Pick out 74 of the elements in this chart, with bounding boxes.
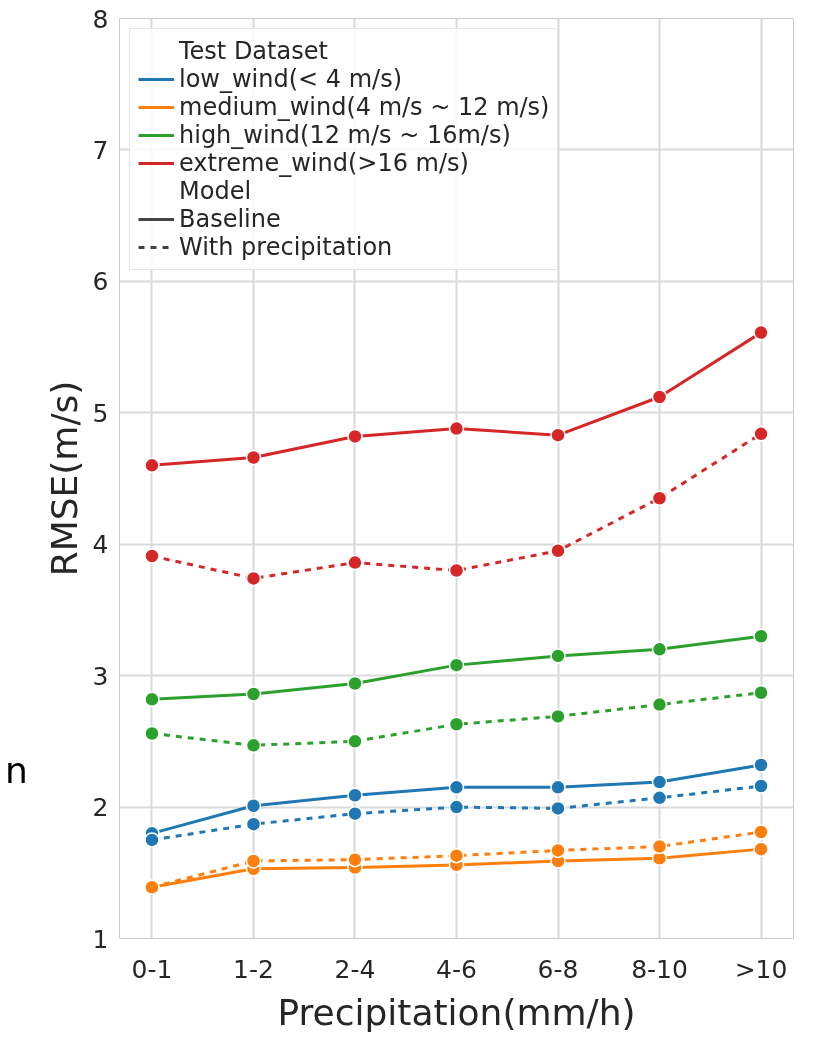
point bbox=[753, 628, 769, 644]
point bbox=[651, 696, 668, 713]
point bbox=[651, 774, 668, 790]
y-tick-label: 7 bbox=[92, 135, 109, 165]
point bbox=[347, 675, 363, 692]
point bbox=[144, 691, 160, 708]
point bbox=[651, 490, 668, 506]
point bbox=[144, 832, 160, 848]
point bbox=[347, 787, 363, 803]
x-tick-label: 8-10 bbox=[631, 954, 688, 984]
point bbox=[651, 641, 668, 658]
point bbox=[651, 389, 668, 405]
text: n bbox=[5, 749, 28, 793]
point bbox=[753, 824, 769, 840]
point bbox=[753, 684, 769, 701]
point bbox=[448, 799, 465, 815]
point bbox=[245, 853, 262, 869]
x-axis-title: Precipitation(mm/h) bbox=[277, 991, 636, 1033]
point bbox=[753, 841, 769, 857]
y-axis-title: RMSE(m/s) bbox=[43, 380, 85, 577]
point bbox=[245, 798, 262, 814]
legend-label: high_wind(12 m/s ~ 16m/s) bbox=[179, 121, 511, 149]
point bbox=[347, 805, 363, 822]
point bbox=[448, 847, 465, 864]
point bbox=[448, 420, 465, 437]
point bbox=[448, 779, 465, 796]
y-tick-label: 3 bbox=[92, 661, 109, 691]
point bbox=[245, 449, 262, 466]
y-tick-label: 4 bbox=[92, 530, 109, 560]
point bbox=[753, 778, 769, 794]
point bbox=[753, 324, 769, 341]
point bbox=[550, 648, 566, 664]
annotation: Baseline bbox=[179, 205, 281, 233]
point bbox=[550, 779, 566, 796]
legend-label: low_wind(< 4 m/s) bbox=[179, 65, 403, 93]
point bbox=[347, 851, 363, 868]
x-tick-label: 4-6 bbox=[436, 954, 477, 984]
x-tick-label: 1-2 bbox=[233, 954, 274, 984]
point bbox=[550, 427, 566, 443]
point bbox=[245, 686, 262, 702]
point bbox=[245, 570, 262, 587]
y-tick-label: 5 bbox=[92, 398, 109, 428]
legend-label: extreme_wind(>16 m/s) bbox=[179, 149, 469, 177]
point bbox=[448, 562, 465, 579]
x-tick-label: 0-1 bbox=[131, 954, 173, 984]
point bbox=[347, 428, 363, 445]
point bbox=[144, 457, 160, 474]
point bbox=[550, 708, 566, 725]
point bbox=[550, 543, 566, 559]
point bbox=[448, 716, 465, 733]
point bbox=[144, 548, 160, 564]
point bbox=[347, 733, 363, 750]
x-tick-label: 6-8 bbox=[537, 954, 579, 984]
point bbox=[347, 554, 363, 571]
point bbox=[245, 737, 262, 754]
point bbox=[651, 838, 668, 855]
annotation: Model bbox=[179, 177, 252, 205]
point bbox=[753, 426, 769, 442]
point bbox=[550, 842, 566, 859]
annotation: With precipitation bbox=[179, 233, 393, 261]
x-tick-label: 2-4 bbox=[334, 954, 376, 984]
y-tick-label: 6 bbox=[92, 267, 109, 297]
legend-label: medium_wind(4 m/s ~ 12 m/s) bbox=[179, 93, 550, 121]
point bbox=[448, 657, 465, 673]
y-tick-label: 1 bbox=[92, 924, 109, 954]
x-tick-label: >10 bbox=[734, 954, 788, 984]
y-tick-label: 2 bbox=[92, 793, 109, 823]
point bbox=[753, 757, 769, 773]
point bbox=[144, 725, 160, 742]
point bbox=[245, 816, 262, 832]
point bbox=[651, 790, 668, 806]
y-tick-label: 8 bbox=[92, 4, 109, 34]
legend-title: Test Dataset bbox=[179, 37, 328, 65]
point bbox=[550, 800, 566, 817]
